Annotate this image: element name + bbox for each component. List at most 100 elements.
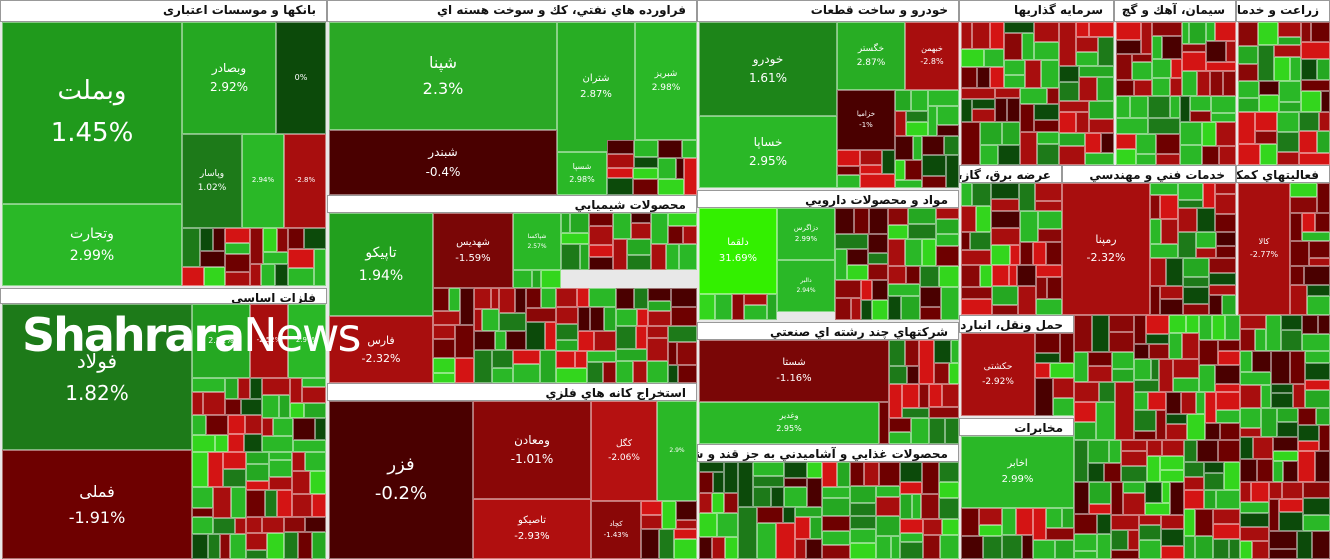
filler-tile [972, 99, 995, 109]
filler-tile [850, 486, 876, 503]
filler-tile [991, 183, 1019, 199]
sector-title: سيمان، آهك و گچ [1114, 0, 1236, 22]
filler-tile [1074, 352, 1088, 382]
filler-tile [1112, 352, 1134, 369]
filler-tile [1223, 71, 1236, 96]
sector-title: حمل ونقل، انبارداري و ارتباطات [959, 315, 1074, 333]
filler-tile [1035, 201, 1062, 211]
filler-tile [658, 179, 684, 195]
filler-tile [961, 99, 972, 122]
filler-tile [1022, 33, 1034, 60]
stock-tile: فزر -0.2% [329, 401, 473, 559]
filler-tile [900, 542, 923, 559]
filler-tile [1303, 482, 1330, 498]
filler-tile [263, 228, 277, 252]
filler-tile [944, 136, 959, 155]
filler-tile [1062, 508, 1074, 528]
stock-change: -2.8% [294, 176, 316, 185]
filler-tile [922, 136, 944, 155]
filler-tile [1035, 378, 1053, 416]
filler-tile [1033, 540, 1055, 559]
filler-tile [433, 373, 455, 383]
stock-tile: وبملت 1.45% [2, 22, 182, 204]
filler-tile [882, 150, 895, 174]
filler-tile [1111, 530, 1128, 550]
filler-tile [939, 498, 959, 519]
stock-tile: 2.97% [288, 304, 326, 378]
stock-name: شپنا [429, 53, 457, 73]
stock-change: -2.8% [920, 57, 944, 66]
filler-tile [206, 415, 228, 435]
filler-tile [822, 462, 837, 487]
filler-tile [1278, 37, 1301, 45]
filler-tile [1190, 96, 1211, 111]
filler-tile [1047, 88, 1059, 104]
filler-tile [1312, 531, 1330, 559]
filler-tile [757, 523, 776, 559]
filler-tile [1079, 77, 1097, 101]
filler-tile [1046, 242, 1062, 265]
filler-tile [911, 90, 928, 111]
filler-tile [561, 213, 570, 233]
filler-tile [288, 268, 314, 286]
stock-tile: حکشتی -2.92% [961, 333, 1035, 416]
filler-tile [1271, 393, 1293, 408]
filler-tile [1316, 408, 1330, 425]
filler-tile [648, 311, 671, 326]
filler-tile [603, 362, 616, 383]
filler-tile [900, 494, 912, 519]
filler-tile [651, 244, 666, 270]
filler-tile [1240, 513, 1269, 527]
filler-tile [1162, 36, 1182, 59]
filler-tile [1218, 351, 1240, 365]
filler-tile [228, 415, 245, 434]
filler-tile [1007, 98, 1020, 122]
filler-tile [1309, 258, 1330, 266]
filler-tile [940, 535, 959, 559]
filler-tile [1034, 42, 1059, 60]
filler-tile [928, 106, 937, 136]
filler-tile [213, 228, 225, 251]
stock-change: -2.77% [1249, 250, 1279, 259]
filler-tile [1204, 462, 1224, 473]
filler-tile [676, 501, 697, 520]
filler-tile [225, 228, 250, 243]
filler-tile [835, 280, 861, 298]
filler-tile [835, 298, 851, 320]
filler-tile [455, 358, 474, 383]
filler-tile [641, 515, 662, 529]
filler-tile [1101, 133, 1114, 153]
filler-tile [1260, 144, 1277, 165]
filler-tile [1020, 88, 1047, 104]
filler-tile [200, 251, 225, 267]
filler-tile [860, 165, 882, 174]
filler-tile [1279, 512, 1303, 531]
filler-tile [641, 529, 659, 559]
sector-title: محصولات شيميايي [327, 195, 697, 213]
filler-tile [678, 365, 697, 383]
filler-tile [1010, 245, 1020, 265]
filler-tile [589, 245, 613, 257]
filler-tile [1089, 504, 1111, 514]
filler-tile [1277, 152, 1299, 165]
filler-tile [631, 223, 651, 239]
filler-tile [767, 294, 777, 320]
filler-tile [1182, 333, 1199, 359]
filler-tile [961, 49, 984, 67]
filler-tile [292, 452, 305, 471]
filler-tile [269, 452, 292, 460]
filler-tile [1141, 22, 1152, 54]
filler-tile [262, 517, 284, 533]
filler-tile [607, 140, 634, 154]
filler-tile [1019, 183, 1035, 211]
stock-name: فارس [367, 333, 395, 347]
stock-tile: 2.94% [242, 134, 284, 228]
sector-title: سرمايه گذاريها [959, 0, 1114, 22]
filler-tile [1218, 440, 1240, 462]
filler-tile [1240, 437, 1253, 459]
filler-tile [580, 244, 589, 270]
filler-tile [822, 498, 850, 516]
filler-tile [578, 307, 590, 331]
filler-tile [983, 536, 1002, 559]
stock-change: -0.2% [374, 483, 428, 504]
